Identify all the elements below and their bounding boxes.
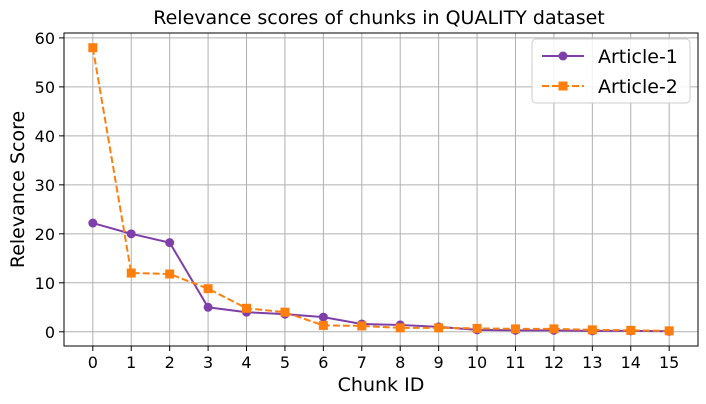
x-tick-label: 6 (318, 353, 328, 372)
y-tick-label: 20 (35, 225, 55, 244)
data-point-article-2 (395, 323, 405, 333)
data-point-article-2 (510, 324, 520, 334)
plot-frame (63, 32, 699, 347)
series-line-article-2 (91, 47, 670, 332)
y-tick-label: 50 (35, 78, 55, 97)
data-point-article-2 (626, 325, 636, 335)
x-tick-label: 15 (659, 353, 679, 372)
series-line-article-1 (92, 222, 670, 333)
data-point-article-2 (587, 325, 597, 335)
y-tick-label: 60 (35, 29, 55, 48)
x-tick-label: 1 (126, 353, 136, 372)
data-point-article-2 (357, 321, 367, 331)
legend-label: Article-2 (598, 76, 678, 98)
data-point-article-2 (280, 307, 290, 317)
x-tick-label: 0 (88, 353, 98, 372)
series-layer (88, 43, 674, 336)
data-point-article-2 (664, 326, 674, 336)
x-tick-label: 8 (395, 353, 405, 372)
legend: Article-1 Article-2 (531, 38, 691, 104)
data-point-article-2 (203, 284, 213, 294)
y-tick-label: 40 (35, 127, 55, 146)
x-axis-label: Chunk ID (338, 374, 425, 396)
data-point-article-1 (203, 302, 213, 312)
chart-title: Relevance scores of chunks in QUALITY da… (153, 7, 604, 29)
x-tick-label: 5 (280, 353, 290, 372)
y-tick-label: 0 (45, 323, 55, 342)
data-point-article-2 (165, 269, 175, 279)
legend-label: Article-1 (598, 46, 678, 68)
x-tick-label: 3 (203, 353, 213, 372)
x-tick-label: 7 (357, 353, 367, 372)
y-axis-label: Relevance Score (7, 111, 29, 268)
data-point-article-1 (88, 218, 98, 228)
x-tick-label: 9 (434, 353, 444, 372)
x-tick-label: 14 (621, 353, 641, 372)
data-point-article-1 (165, 238, 175, 248)
x-tick-label: 11 (505, 353, 525, 372)
legend-marker (558, 51, 568, 61)
y-tick-label: 30 (35, 176, 55, 195)
data-point-article-2 (472, 323, 482, 333)
x-tick-label: 13 (582, 353, 602, 372)
legend-marker (558, 81, 568, 91)
data-point-article-2 (318, 320, 328, 330)
x-tick-label: 12 (544, 353, 564, 372)
data-point-article-2 (242, 303, 252, 313)
data-point-article-2 (434, 323, 444, 333)
data-point-article-2 (88, 43, 98, 53)
data-point-article-1 (126, 229, 136, 239)
x-tick-label: 2 (165, 353, 175, 372)
x-tick-label: 4 (241, 353, 251, 372)
data-point-article-2 (126, 268, 136, 278)
y-tick-label: 10 (35, 274, 55, 293)
x-tick-label: 10 (467, 353, 487, 372)
data-point-article-2 (549, 324, 559, 334)
data-point-article-1 (318, 312, 328, 322)
